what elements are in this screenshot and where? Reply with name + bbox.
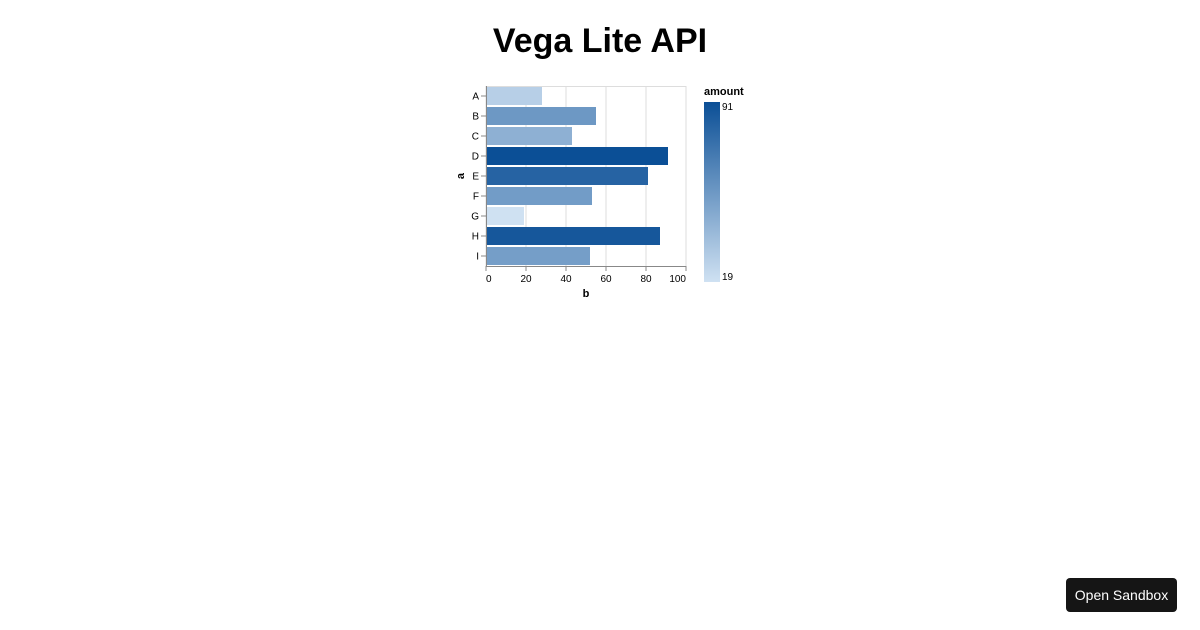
legend-min-label: 19 [722,272,734,283]
y-tick-label: D [472,152,479,163]
legend-gradient [704,102,720,282]
y-tick-label: C [472,132,479,143]
legend-max-label: 91 [722,102,734,113]
x-tick-label: 60 [600,274,612,285]
bars [486,87,668,265]
bar-e [486,167,648,185]
x-tick-label: 80 [640,274,652,285]
y-tick-label: H [472,232,479,243]
bar-i [486,247,590,265]
bar-g [486,207,524,225]
bar-a [486,87,542,105]
legend-title: amount [704,86,744,98]
bar-b [486,107,596,125]
x-axis-title: b [583,288,590,300]
y-tick-label: G [471,212,479,223]
page-title: Vega Lite API [492,22,708,60]
bar-h [486,227,660,245]
x-tick-label: 40 [560,274,572,285]
y-tick-label: E [472,172,479,183]
y-tick-label: I [476,252,479,263]
y-tick-label: F [473,192,479,203]
bar-d [486,147,668,165]
x-tick-label: 20 [520,274,532,285]
open-sandbox-button[interactable]: Open Sandbox [1066,578,1177,612]
y-axis-title: a [455,172,467,179]
y-tick-label: A [472,92,479,103]
color-legend: amount 91 19 [704,86,744,283]
bar-c [486,127,572,145]
x-tick-label: 100 [669,274,686,285]
y-tick-label: B [472,112,479,123]
bar-f [486,187,592,205]
x-tick-label: 0 [486,274,492,285]
